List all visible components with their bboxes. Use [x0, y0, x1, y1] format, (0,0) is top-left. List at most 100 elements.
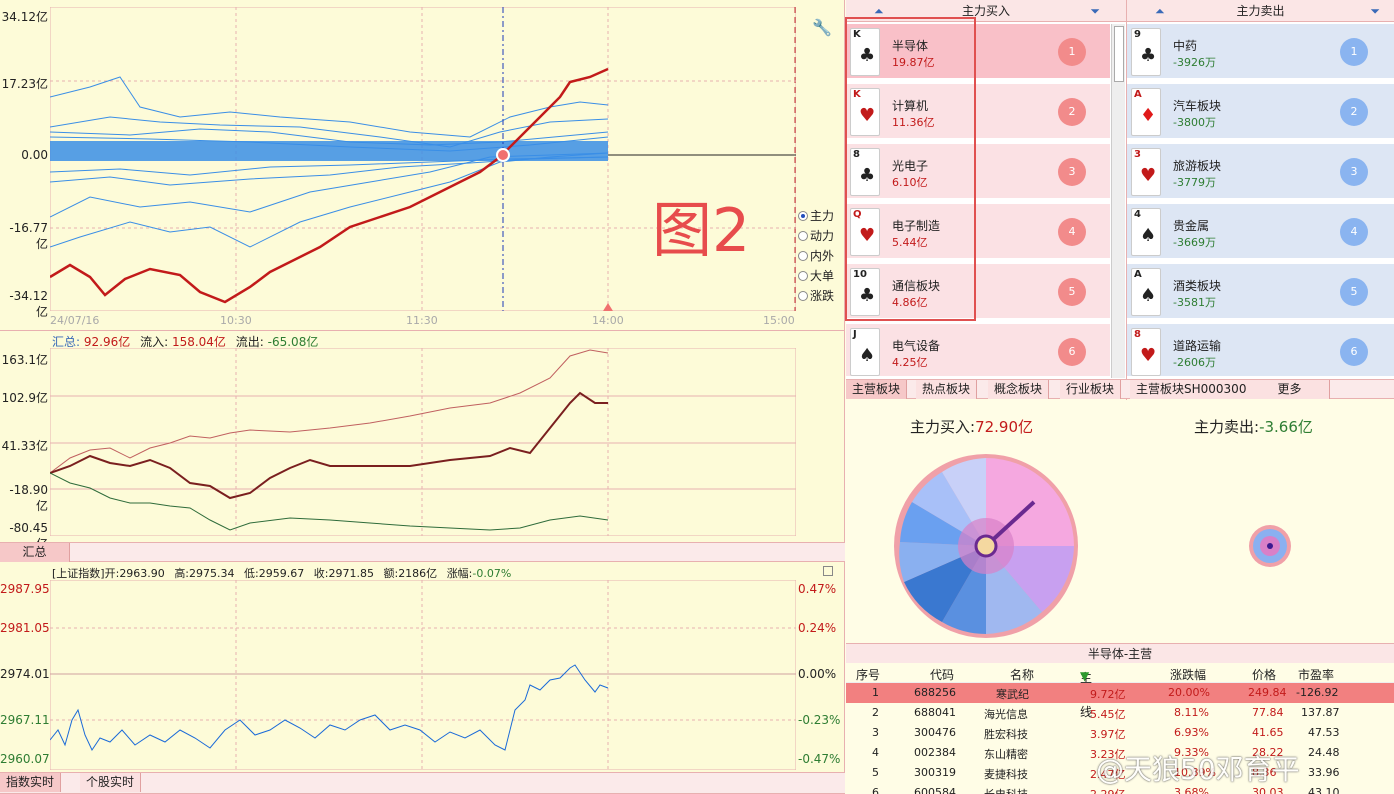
sell-card[interactable]: 9 ♣ 中药 -3926万 1 — [1127, 24, 1394, 80]
wrench-icon[interactable]: 🔧 — [812, 18, 832, 37]
radio-dongli[interactable]: 动力 — [798, 227, 834, 244]
sector-name: 旅游板块 — [1173, 159, 1222, 173]
amount-label: 额: — [383, 567, 399, 580]
col-price[interactable]: 价格 — [1252, 668, 1277, 682]
buy-card[interactable]: 10 ♣ 通信板块 4.86亿 5 — [846, 264, 1110, 320]
col-index[interactable]: 序号 — [856, 668, 881, 682]
sell-card[interactable]: 8 ♥ 道路运输 -2606万 6 — [1127, 324, 1394, 378]
sector-name: 酒类板块 — [1173, 279, 1222, 293]
radio-zhuli[interactable]: 主力 — [798, 207, 834, 224]
tab-hs300-sector[interactable]: 主营板块SH000300 — [1130, 380, 1254, 399]
sell-card[interactable]: 4 ♠ 贵金属 -3669万 4 — [1127, 204, 1394, 260]
y-tick: 2981.05 — [0, 621, 50, 635]
table-row[interactable]: 4 002384 东山精密 3.23亿 9.33% 28.22 24.48 — [846, 743, 1394, 763]
tab-industry-sector[interactable]: 行业板块 — [1060, 380, 1122, 399]
summary-total: 92.96亿 — [83, 335, 131, 349]
y-tick: 2974.01 — [0, 667, 50, 681]
radio-label: 内外 — [810, 249, 835, 263]
tab-main-sector[interactable]: 主营板块 — [846, 380, 908, 399]
sell-card[interactable]: A ♠ 酒类板块 -3581万 5 — [1127, 264, 1394, 320]
sector-name: 通信板块 — [892, 279, 941, 293]
collapse-icon[interactable]: ⏶ — [1155, 4, 1165, 18]
expand-icon[interactable] — [823, 566, 833, 576]
collapse-icon[interactable]: ⏷ — [1090, 4, 1100, 18]
card-suit: ♣ — [1140, 45, 1157, 66]
card-rank: Q — [853, 209, 862, 220]
cell-index: 2 — [872, 706, 879, 719]
change-value: -0.07% — [472, 567, 512, 580]
high-value: 2975.34 — [189, 567, 235, 580]
cell-pe: 33.96 — [1308, 766, 1340, 779]
sell-card[interactable]: 3 ♥ 旅游板块 -3779万 3 — [1127, 144, 1394, 200]
tab-hot-sector[interactable]: 热点板块 — [916, 380, 978, 399]
sector-value: -3779万 — [1173, 176, 1216, 189]
y-tick: -16.77亿 — [9, 221, 48, 251]
cell-name: 长电科技 — [984, 786, 1028, 794]
buy-title: 主力买入 — [961, 4, 1010, 18]
playing-card-icon: 9 ♣ — [1131, 28, 1161, 76]
playing-card-icon: K ♣ — [850, 28, 880, 76]
tab-index-realtime[interactable]: 指数实时 — [0, 773, 62, 792]
playing-card-icon: 10 ♣ — [850, 268, 880, 316]
sector-value: 4.86亿 — [892, 296, 928, 309]
card-rank: A — [1134, 269, 1142, 280]
index-plot — [50, 580, 796, 770]
sell-card[interactable]: A ♦ 汽车板块 -3800万 2 — [1127, 84, 1394, 140]
collapse-icon[interactable]: ⏶ — [874, 4, 884, 18]
cell-code: 300476 — [914, 726, 956, 739]
high-label: 高: — [174, 567, 190, 580]
buy-card[interactable]: Q ♥ 电子制造 5.44亿 4 — [846, 204, 1110, 260]
buy-card[interactable]: K ♣ 半导体 19.87亿 1 — [846, 24, 1110, 80]
close-label: 收: — [313, 567, 329, 580]
col-change[interactable]: 涨跌幅 — [1170, 668, 1207, 682]
col-code[interactable]: 代码 — [930, 668, 955, 682]
index-name: [上证指数] — [52, 567, 105, 580]
card-rank: 8 — [853, 149, 860, 160]
radio-zhangdie[interactable]: 涨跌 — [798, 287, 834, 304]
y-tick: -18.90亿 — [9, 483, 48, 513]
buy-pie-caption: 主力买入:72.90亿 — [910, 416, 1033, 437]
tab-stock-realtime[interactable]: 个股实时 — [80, 773, 142, 792]
card-rank: K — [853, 89, 861, 100]
radio-dot — [798, 290, 808, 301]
table-row[interactable]: 3 300476 胜宏科技 3.97亿 6.93% 41.65 47.53 — [846, 723, 1394, 743]
col-pe[interactable]: 市盈率 — [1298, 668, 1335, 682]
sector-value: 4.25亿 — [892, 356, 928, 369]
card-rank: J — [853, 329, 857, 340]
radio-label: 动力 — [810, 229, 835, 243]
cell-code: 300319 — [914, 766, 956, 779]
collapse-icon[interactable]: ⏷ — [1370, 4, 1380, 18]
radio-dadan[interactable]: 大单 — [798, 267, 834, 284]
tab-concept-sector[interactable]: 概念板块 — [988, 380, 1050, 399]
cell-change: 10.89% — [1174, 766, 1216, 779]
col-name[interactable]: 名称 — [1010, 668, 1035, 682]
x-tick: 10:30 — [220, 314, 252, 327]
buy-scrollbar[interactable] — [1111, 24, 1125, 378]
x-tick: 14:00 — [592, 314, 624, 327]
buy-card[interactable]: 8 ♣ 光电子 6.10亿 3 — [846, 144, 1110, 200]
rank-badge: 2 — [1058, 98, 1086, 126]
y-tick: 163.1亿 — [1, 353, 48, 367]
radio-label: 涨跌 — [810, 289, 835, 303]
card-suit: ♠ — [859, 345, 876, 366]
sector-name: 计算机 — [892, 99, 929, 113]
scroll-thumb[interactable] — [1114, 26, 1124, 82]
sell-pie-chart — [1249, 525, 1291, 567]
buy-card[interactable]: K ♥ 计算机 11.36亿 2 — [846, 84, 1110, 140]
tab-summary[interactable]: 汇总 — [0, 543, 70, 562]
rank-badge: 6 — [1058, 338, 1086, 366]
y-tick: 2960.07 — [0, 752, 50, 766]
y-tick-right: 0.24% — [798, 621, 837, 635]
table-row[interactable]: 2 688041 海光信息 5.45亿 8.11% 77.84 137.87 — [846, 703, 1394, 723]
buy-card[interactable]: J ♠ 电气设备 4.25亿 6 — [846, 324, 1110, 378]
stock-table-title: 半导体-主营 — [846, 643, 1394, 663]
table-row[interactable]: 1 688256 寒武纪 9.72亿 20.00% 249.84 -126.92 — [846, 683, 1394, 703]
tab-more[interactable]: 更多 — [1250, 380, 1330, 399]
cell-code: 688041 — [914, 706, 956, 719]
cell-pe: -126.92 — [1296, 686, 1339, 699]
table-row[interactable]: 5 300319 麦捷科技 2.47亿 10.89% 8.36 33.96 — [846, 763, 1394, 783]
cell-change: 9.33% — [1174, 746, 1209, 759]
sector-name: 电子制造 — [892, 219, 941, 233]
radio-neiwai[interactable]: 内外 — [798, 247, 834, 264]
table-row[interactable]: 6 600584 长电科技 2.29亿 3.68% 30.03 43.10 — [846, 783, 1394, 794]
